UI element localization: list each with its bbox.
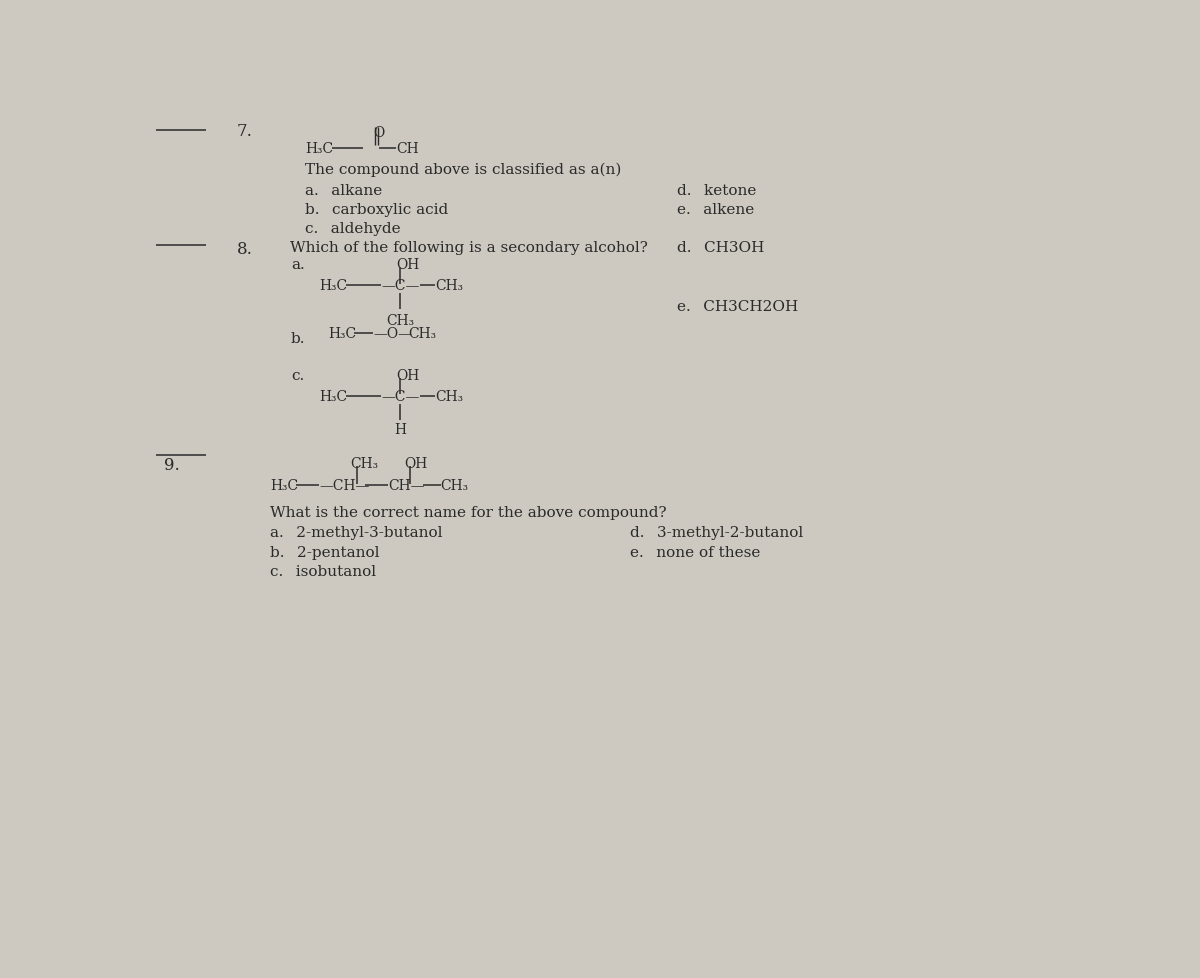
Text: CH₃: CH₃: [440, 479, 469, 493]
Text: e.  alkene: e. alkene: [677, 202, 755, 217]
Text: d.  3-methyl-2-butanol: d. 3-methyl-2-butanol: [630, 526, 804, 540]
Text: H: H: [395, 422, 407, 437]
Text: c.: c.: [292, 369, 305, 382]
Text: a.  2-methyl-3-butanol: a. 2-methyl-3-butanol: [270, 526, 443, 540]
Text: —C—: —C—: [380, 389, 419, 404]
Text: d.  ketone: d. ketone: [677, 184, 756, 198]
Text: CH₃: CH₃: [408, 327, 437, 340]
Text: H₃C: H₃C: [329, 327, 356, 340]
Text: H₃C: H₃C: [305, 142, 334, 156]
Text: H₃C: H₃C: [319, 389, 347, 404]
Text: 8.: 8.: [236, 242, 253, 258]
Text: —C—: —C—: [380, 279, 419, 292]
Text: OH: OH: [404, 457, 427, 470]
Text: H₃C: H₃C: [270, 479, 299, 493]
Text: 7.: 7.: [236, 123, 253, 140]
Text: b.: b.: [292, 332, 306, 346]
Text: CH—: CH—: [388, 479, 425, 493]
Text: H₃C: H₃C: [319, 279, 347, 292]
Text: O: O: [373, 126, 384, 140]
Text: e.  CH3CH2OH: e. CH3CH2OH: [677, 299, 798, 314]
Text: CH₃: CH₃: [436, 279, 463, 292]
Text: b.  2-pentanol: b. 2-pentanol: [270, 545, 379, 559]
Text: The compound above is classified as a(n): The compound above is classified as a(n): [305, 162, 622, 177]
Text: CH₃: CH₃: [436, 389, 463, 404]
Text: a.  alkane: a. alkane: [305, 184, 383, 198]
Text: CH₃: CH₃: [350, 457, 378, 470]
Text: d.  CH3OH: d. CH3OH: [677, 242, 764, 255]
Text: 9.: 9.: [164, 457, 180, 473]
Text: —O—: —O—: [373, 327, 413, 340]
Text: c.  isobutanol: c. isobutanol: [270, 564, 377, 578]
Text: c.  aldehyde: c. aldehyde: [305, 222, 401, 236]
Text: CH₃: CH₃: [386, 314, 414, 328]
Text: What is the correct name for the above compound?: What is the correct name for the above c…: [270, 505, 667, 519]
Text: OH: OH: [396, 369, 420, 382]
Text: OH: OH: [396, 258, 420, 272]
Text: e.  none of these: e. none of these: [630, 545, 761, 559]
Text: Which of the following is a secondary alcohol?: Which of the following is a secondary al…: [289, 242, 647, 255]
Text: a.: a.: [292, 258, 305, 272]
Text: —CH—: —CH—: [319, 479, 370, 493]
Text: b.  carboxylic acid: b. carboxylic acid: [305, 202, 449, 217]
Text: CH: CH: [396, 142, 419, 156]
